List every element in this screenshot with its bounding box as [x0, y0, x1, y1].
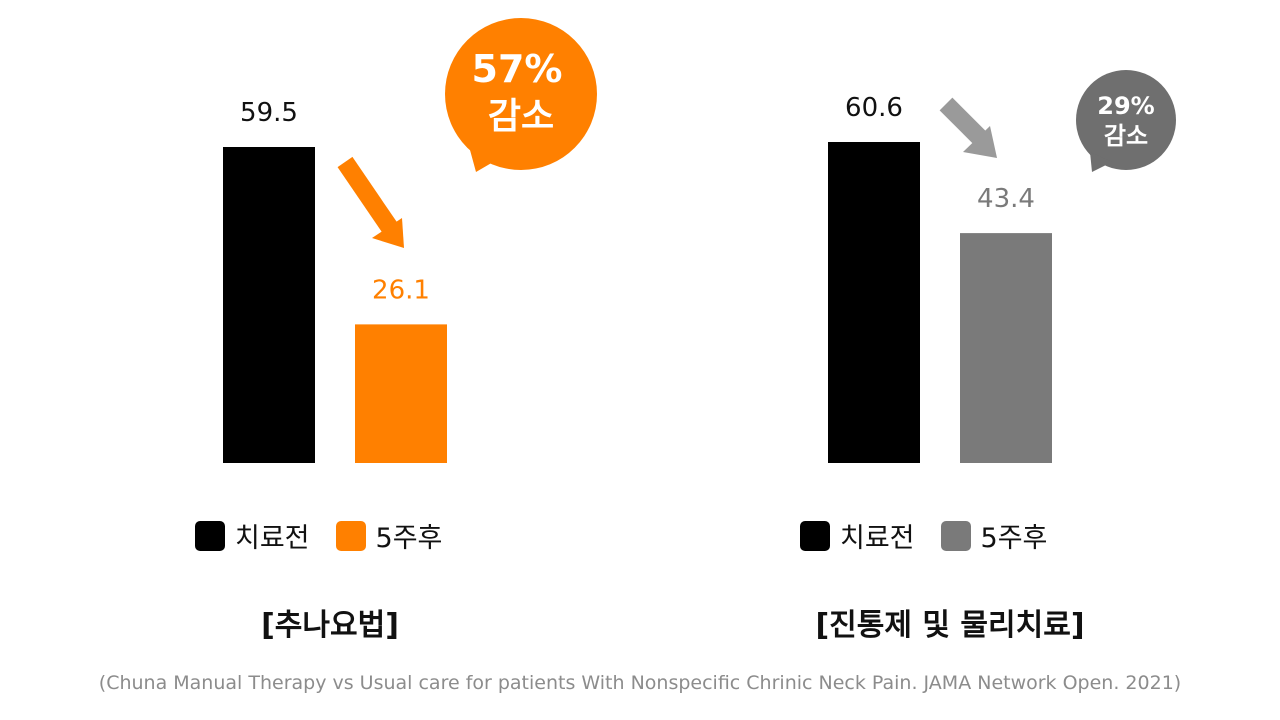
reduction-bubble: 29% 감소	[1076, 70, 1176, 172]
reduction-bubble: 57% 감소	[445, 18, 597, 172]
source-citation: (Chuna Manual Therapy vs Usual care for …	[98, 672, 1182, 694]
legend-swatch-before	[195, 520, 225, 551]
bars-group	[828, 142, 1052, 463]
decrease-arrow-icon	[939, 97, 997, 158]
chart-panel-usual-care: 60.6 43.4 29% 감소 치료전 5주후 [진통제 및 물리치료]	[640, 0, 1280, 720]
value-label-before: 59.5	[240, 98, 298, 128]
value-label-after: 43.4	[977, 184, 1035, 214]
bubble-percent: 29%	[1097, 92, 1154, 120]
chart-chuna: 59.5 26.1 57% 감소	[223, 18, 597, 463]
legend-item-before: 치료전	[800, 516, 915, 555]
value-labels-group: 59.5 26.1	[240, 98, 430, 305]
legend-item-after: 5주후	[940, 516, 1048, 555]
legend-swatch-after	[335, 520, 366, 551]
legend-item-before: 치료전	[195, 516, 310, 555]
legend-item-after: 5주후	[335, 516, 443, 555]
value-label-before: 60.6	[845, 93, 903, 123]
panel-title: [진통제 및 물리치료]	[815, 608, 1085, 643]
legend-swatch-after	[940, 520, 971, 551]
bubble-label: 감소	[1104, 122, 1148, 150]
bar-after	[355, 324, 447, 463]
legend-swatch-before	[800, 520, 830, 551]
value-labels-group: 60.6 43.4	[845, 93, 1035, 214]
decrease-arrow-icon	[337, 156, 404, 248]
legend: 치료전 5주후	[800, 516, 1047, 555]
chart-usual-care: 60.6 43.4 29% 감소	[828, 70, 1176, 463]
legend-label-after: 5주후	[375, 523, 443, 554]
bar-after	[960, 233, 1052, 463]
value-label-after: 26.1	[372, 275, 430, 305]
bubble-label: 감소	[488, 96, 554, 137]
legend: 치료전 5주후	[195, 516, 442, 555]
panel-title: [추나요법]	[261, 608, 399, 643]
legend-label-after: 5주후	[980, 523, 1048, 554]
bubble-percent: 57%	[472, 47, 563, 91]
chart-panel-chuna: 59.5 26.1 57% 감소 치료전 5주후 [추나요법]	[195, 18, 597, 643]
legend-label-before: 치료전	[840, 523, 915, 554]
bar-before	[223, 147, 315, 463]
legend-label-before: 치료전	[235, 523, 310, 554]
bars-group	[223, 147, 447, 463]
bar-before	[828, 142, 920, 463]
